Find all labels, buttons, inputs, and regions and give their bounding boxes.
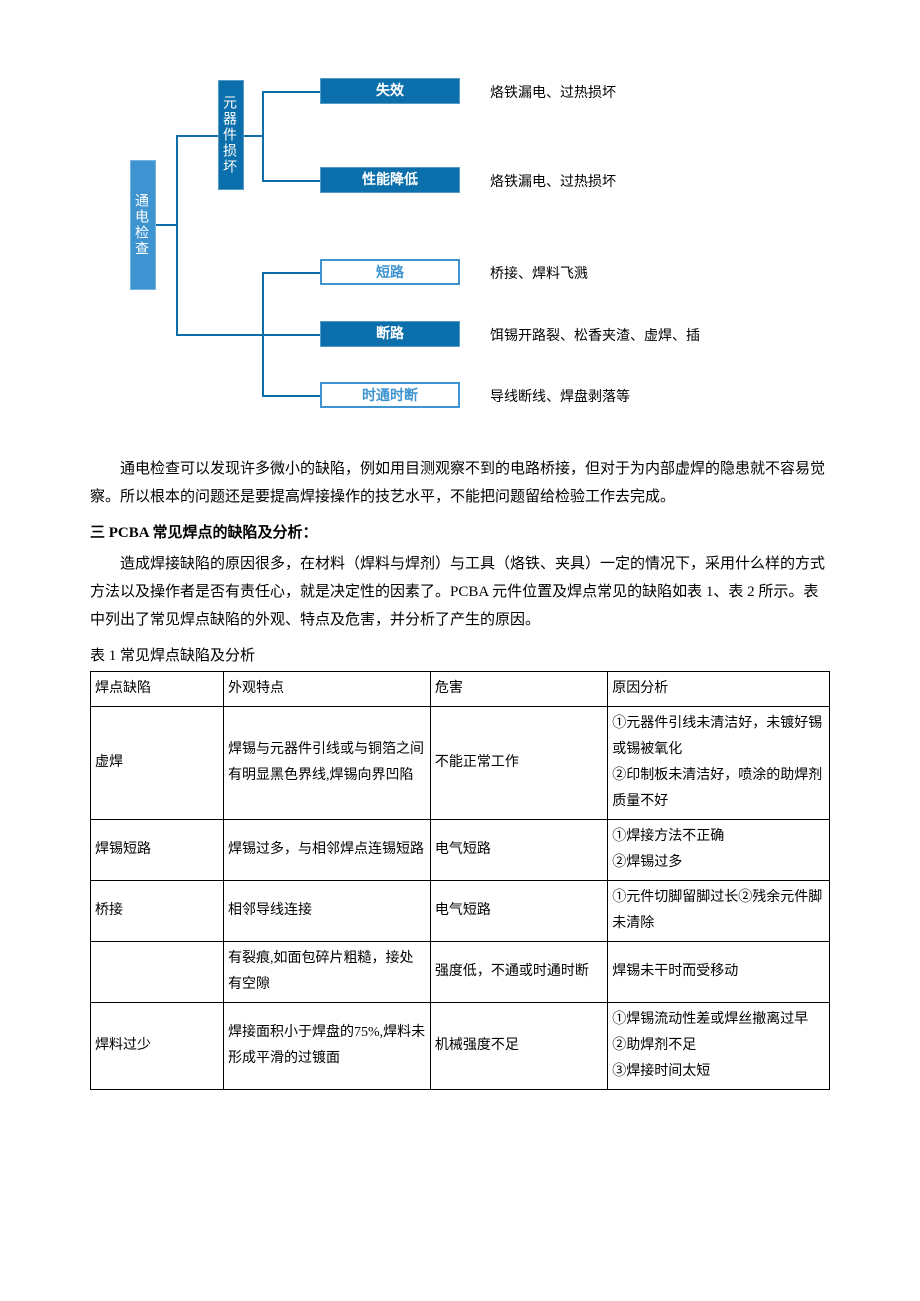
diagram-node-failure-desc: 烙铁漏电、过热损坏 bbox=[490, 82, 616, 102]
table-cell: 机械强度不足 bbox=[430, 1003, 607, 1090]
diagram-connector bbox=[262, 91, 320, 93]
diagram-node-degraded: 性能降低 bbox=[320, 167, 460, 193]
table-row: 焊料过少 焊接面积小于焊盘的75%,焊料未形成平滑的过镀面 机械强度不足 ①焊锡… bbox=[91, 1003, 830, 1090]
diagram-node-intermittent: 时通时断 bbox=[320, 382, 460, 408]
table-header-cell: 焊点缺陷 bbox=[91, 672, 224, 707]
table-cell: 电气短路 bbox=[430, 881, 607, 942]
diagram-node-degraded-desc: 烙铁漏电、过热损坏 bbox=[490, 171, 616, 191]
diagram-node-short-desc: 桥接、焊料飞溅 bbox=[490, 263, 588, 283]
diagram-connector bbox=[156, 224, 178, 226]
table-row: 桥接 相邻导线连接 电气短路 ①元件切脚留脚过长②残余元件脚未清除 bbox=[91, 881, 830, 942]
diagram-root-bar: 通电检查 bbox=[130, 160, 156, 290]
paragraph-inspection-summary: 通电检查可以发现许多微小的缺陷，例如用目测观察不到的电路桥接，但对于为内部虚焊的… bbox=[90, 455, 830, 511]
document-page: 通电检查 元器件损坏 失效 烙铁漏电、过热损坏 性能降低 烙铁漏电、过热损坏 短… bbox=[0, 0, 920, 1150]
table-cell: 相邻导线连接 bbox=[224, 881, 431, 942]
diagram-node-open-desc: 饵锡开路裂、松香夹渣、虚焊、插 bbox=[490, 325, 700, 345]
table-cell: ①焊接方法不正确②焊锡过多 bbox=[608, 820, 830, 881]
defect-table: 焊点缺陷 外观特点 危害 原因分析 虚焊 焊锡与元器件引线或与铜箔之间有明显黑色… bbox=[90, 671, 830, 1090]
table-cell: ①焊锡流动性差或焊丝撤离过早②助焊剂不足③焊接时间太短 bbox=[608, 1003, 830, 1090]
table-cell: 电气短路 bbox=[430, 820, 607, 881]
table-cell: ①元件切脚留脚过长②残余元件脚未清除 bbox=[608, 881, 830, 942]
diagram-connector bbox=[176, 135, 178, 335]
table-cell: 焊锡短路 bbox=[91, 820, 224, 881]
paragraph-defect-intro: 造成焊接缺陷的原因很多，在材料（焊料与焊剂）与工具（烙铁、夹具）一定的情况下，采… bbox=[90, 550, 830, 634]
diagram-connector bbox=[262, 180, 320, 182]
table-cell: 焊接面积小于焊盘的75%,焊料未形成平滑的过镀面 bbox=[224, 1003, 431, 1090]
diagram-sub-bar: 元器件损坏 bbox=[218, 80, 244, 190]
table-cell: 焊锡过多，与相邻焊点连锡短路 bbox=[224, 820, 431, 881]
table-row: 有裂痕,如面包碎片粗糙，接处有空隙 强度低，不通或时通时断 焊锡未干时而受移动 bbox=[91, 942, 830, 1003]
diagram-connector bbox=[262, 334, 320, 336]
table-cell: 焊锡未干时而受移动 bbox=[608, 942, 830, 1003]
inspection-diagram: 通电检查 元器件损坏 失效 烙铁漏电、过热损坏 性能降低 烙铁漏电、过热损坏 短… bbox=[130, 80, 830, 430]
diagram-connector bbox=[176, 135, 218, 137]
diagram-node-open: 断路 bbox=[320, 321, 460, 347]
table-cell: 焊锡与元器件引线或与铜箔之间有明显黑色界线,焊锡向界凹陷 bbox=[224, 707, 431, 820]
table-cell: 桥接 bbox=[91, 881, 224, 942]
diagram-node-failure: 失效 bbox=[320, 78, 460, 104]
table-cell: 强度低，不通或时通时断 bbox=[430, 942, 607, 1003]
section-heading: 三 PCBA 常见焊点的缺陷及分析： bbox=[90, 521, 830, 542]
table-caption: 表 1 常见焊点缺陷及分析 bbox=[90, 644, 830, 665]
diagram-connector bbox=[176, 334, 264, 336]
table-header-cell: 危害 bbox=[430, 672, 607, 707]
table-cell: ①元器件引线未清洁好，未镀好锡或锡被氧化②印制板未清洁好，喷涂的助焊剂质量不好 bbox=[608, 707, 830, 820]
table-row: 虚焊 焊锡与元器件引线或与铜箔之间有明显黑色界线,焊锡向界凹陷 不能正常工作 ①… bbox=[91, 707, 830, 820]
table-cell: 虚焊 bbox=[91, 707, 224, 820]
diagram-connector bbox=[244, 135, 264, 137]
diagram-connector bbox=[262, 272, 320, 274]
table-cell: 有裂痕,如面包碎片粗糙，接处有空隙 bbox=[224, 942, 431, 1003]
table-cell bbox=[91, 942, 224, 1003]
diagram-connector bbox=[262, 395, 320, 397]
table-header-cell: 原因分析 bbox=[608, 672, 830, 707]
diagram-node-short: 短路 bbox=[320, 259, 460, 285]
diagram-connector bbox=[262, 91, 264, 181]
table-row: 焊锡短路 焊锡过多，与相邻焊点连锡短路 电气短路 ①焊接方法不正确②焊锡过多 bbox=[91, 820, 830, 881]
table-cell: 不能正常工作 bbox=[430, 707, 607, 820]
table-header-cell: 外观特点 bbox=[224, 672, 431, 707]
table-cell: 焊料过少 bbox=[91, 1003, 224, 1090]
table-header-row: 焊点缺陷 外观特点 危害 原因分析 bbox=[91, 672, 830, 707]
diagram-node-intermittent-desc: 导线断线、焊盘剥落等 bbox=[490, 386, 630, 406]
